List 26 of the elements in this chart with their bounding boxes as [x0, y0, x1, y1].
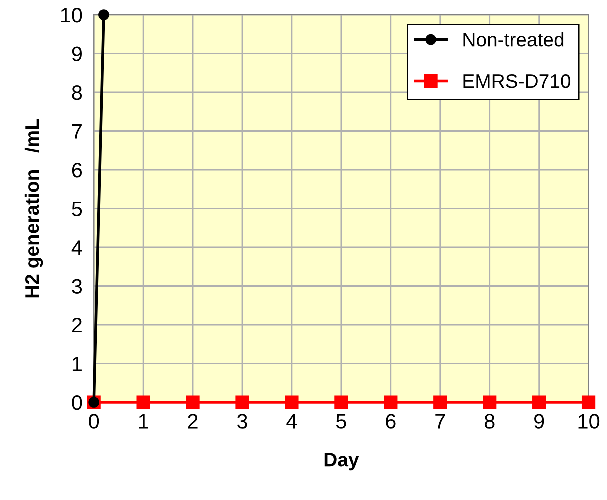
y-tick-label: 1 — [72, 356, 82, 372]
y-tick-label: 6 — [72, 163, 82, 178]
x-tick-label: 8 — [484, 414, 495, 429]
y-tick-label: 9 — [72, 46, 82, 62]
x-axis-title: Day — [324, 453, 360, 471]
y-tick-label: 0 — [72, 396, 82, 410]
x-tick-label: 5 — [336, 414, 346, 429]
y-tick-label: 2 — [72, 318, 82, 333]
x-tick-label: 9 — [534, 414, 544, 429]
x-tick-label: 2 — [188, 414, 198, 429]
x-tick-label: 0 — [89, 414, 100, 429]
x-tick-label: 7 — [436, 414, 446, 429]
x-tick-label: 1 — [139, 414, 148, 429]
legend-label: Non-treated — [464, 32, 564, 47]
y-tick-label: 3 — [72, 279, 82, 294]
y-tick-label: 7 — [72, 124, 82, 139]
x-tick-label: 3 — [238, 414, 248, 429]
y-tick-label: 8 — [72, 86, 82, 100]
x-tick-label: 6 — [386, 414, 396, 429]
y-tick-label: 5 — [72, 202, 82, 217]
y-tick-label: 4 — [72, 240, 82, 256]
x-tick-label: 4 — [286, 414, 298, 429]
x-tick-label: 10 — [578, 414, 600, 429]
legend-label: EMRS-D710 — [464, 74, 571, 88]
y-tick-label: 10 — [61, 8, 82, 23]
y-axis-title: H2 generation /mL — [24, 119, 44, 298]
